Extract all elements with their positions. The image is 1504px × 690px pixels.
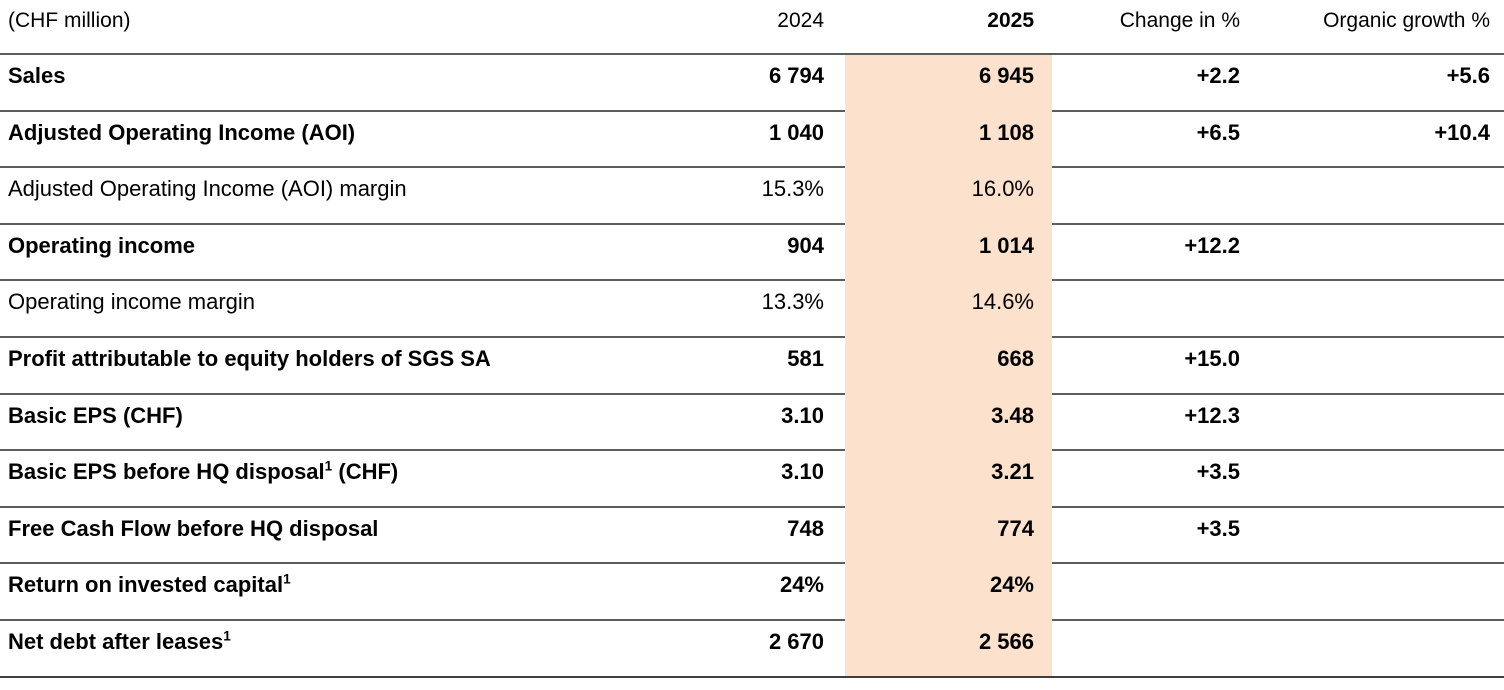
table-header-row: (CHF million) 2024 2025 Change in % Orga… (0, 0, 1504, 53)
row-label: Adjusted Operating Income (AOI) margin (0, 176, 690, 202)
value-2025: 14.6% (971, 289, 1034, 315)
row-label-suffix: (CHF) (332, 459, 399, 485)
value-2025: 1 108 (978, 119, 1034, 145)
value-2024: 581 (787, 345, 824, 371)
value-2024: 3.10 (781, 402, 824, 428)
value-2024: 24% (779, 572, 824, 598)
row-label: Basic EPS (CHF) (0, 403, 690, 429)
value-organic-growth: +5.6 (1446, 63, 1490, 88)
row-label: Net debt after leases1 (0, 629, 690, 655)
value-change: +3.5 (1196, 515, 1240, 541)
value-2025: 16.0% (971, 176, 1034, 202)
row-label: Free Cash Flow before HQ disposal (0, 516, 690, 542)
row-label: Operating income (0, 233, 690, 259)
value-2024: 15.3% (761, 176, 824, 202)
row-label-text: Profit attributable to equity holders of… (8, 345, 491, 371)
table-row-basic-eps: Basic EPS (CHF) 3.10 3.48 +12.3 (0, 392, 1504, 450)
row-label-text: Adjusted Operating Income (AOI) (8, 119, 356, 145)
row-label-text: Free Cash Flow before HQ disposal (8, 515, 379, 541)
value-change: +12.3 (1184, 402, 1240, 428)
value-change: +3.5 (1196, 459, 1240, 485)
column-header-organic-growth: Organic growth % (1323, 9, 1490, 32)
value-2025: 3.48 (991, 402, 1034, 428)
footnote-marker: 1 (324, 458, 333, 474)
row-label-text: Sales (8, 63, 66, 88)
column-header-2025: 2025 (987, 9, 1034, 32)
value-change: +12.2 (1184, 232, 1240, 258)
current-year-highlight-band (845, 55, 1052, 676)
value-2025: 1 014 (978, 232, 1034, 258)
table-bottom-rule (0, 676, 1504, 678)
row-label: Profit attributable to equity holders of… (0, 346, 690, 372)
row-label: Basic EPS before HQ disposal1 (CHF) (0, 459, 690, 485)
row-label: Adjusted Operating Income (AOI) (0, 120, 690, 146)
value-2025: 3.21 (991, 459, 1034, 485)
value-2024: 6 794 (768, 63, 824, 88)
value-2024: 13.3% (761, 289, 824, 315)
value-change: +15.0 (1184, 345, 1240, 371)
row-label-text: Net debt after leases (8, 628, 224, 654)
table-row-aoi-margin: Adjusted Operating Income (AOI) margin 1… (0, 166, 1504, 223)
row-label-text: Adjusted Operating Income (AOI) margin (8, 176, 407, 202)
value-change: +6.5 (1196, 119, 1240, 145)
row-label-text: Operating income (8, 232, 196, 258)
table-row-return-on-invested-capital: Return on invested capital1 24% 24% (0, 562, 1504, 619)
column-header-2024: 2024 (777, 9, 824, 32)
value-organic-growth: +10.4 (1434, 119, 1490, 145)
column-header-change: Change in % (1119, 9, 1240, 32)
value-2024: 1 040 (768, 119, 824, 145)
row-label-text: Return on invested capital (8, 572, 284, 598)
value-2025: 774 (997, 515, 1034, 541)
value-2025: 2 566 (978, 628, 1034, 654)
row-label-text: Basic EPS (CHF) (8, 402, 183, 428)
table-row-free-cash-flow: Free Cash Flow before HQ disposal 748 77… (0, 505, 1504, 563)
value-2025: 6 945 (978, 63, 1034, 88)
unit-label: (CHF million) (8, 9, 131, 32)
value-2024: 904 (787, 232, 824, 258)
table-row-sales: Sales 6 794 6 945 +2.2 +5.6 (0, 53, 1504, 110)
footnote-marker: 1 (283, 572, 291, 588)
footnote-marker: 1 (223, 628, 231, 644)
value-2024: 2 670 (768, 628, 824, 654)
value-2024: 748 (787, 515, 824, 541)
row-label: Operating income margin (0, 289, 690, 315)
table-row-basic-eps-before-hq-disposal: Basic EPS before HQ disposal1 (CHF) 3.10… (0, 449, 1504, 506)
row-label-text: Basic EPS before HQ disposal (8, 459, 325, 485)
row-label: Sales (0, 63, 690, 89)
table-row-operating-income: Operating income 904 1 014 +12.2 (0, 222, 1504, 280)
value-2025: 668 (997, 345, 1034, 371)
table-row-operating-income-margin: Operating income margin 13.3% 14.6% (0, 279, 1504, 336)
value-change: +2.2 (1196, 63, 1240, 88)
table-row-adjusted-operating-income: Adjusted Operating Income (AOI) 1 040 1 … (0, 109, 1504, 167)
table-row-net-debt-after-leases: Net debt after leases1 2 670 2 566 (0, 618, 1504, 676)
row-label-text: Operating income margin (8, 289, 256, 315)
value-2025: 24% (989, 572, 1034, 598)
table-row-profit-attributable: Profit attributable to equity holders of… (0, 335, 1504, 393)
value-2024: 3.10 (781, 459, 824, 485)
row-label: Return on invested capital1 (0, 572, 690, 598)
